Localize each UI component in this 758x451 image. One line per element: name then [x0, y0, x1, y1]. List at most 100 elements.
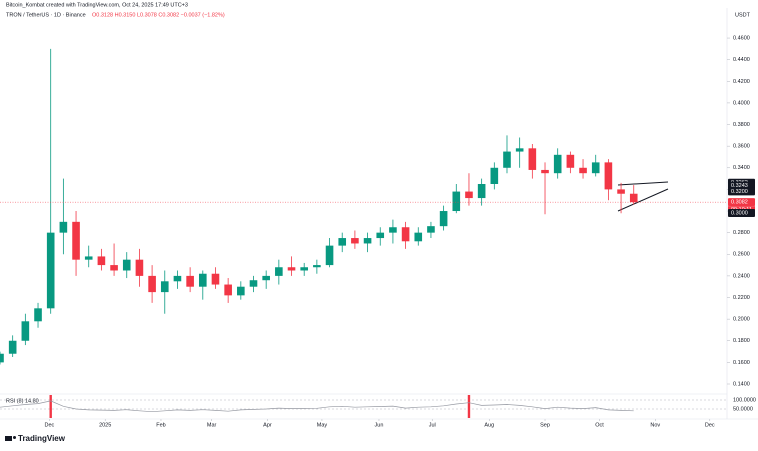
candle-body [490, 167, 499, 184]
candle-body [477, 184, 486, 199]
rsi-tick-label: 50.0000 [733, 406, 753, 412]
y-tick-label: 0.3400 [733, 165, 750, 171]
candle-body [237, 286, 245, 296]
candle-body [401, 227, 410, 242]
logo-icon [5, 436, 12, 441]
x-tick-label: Apr [263, 422, 272, 428]
y-tick-label: 0.4200 [733, 79, 750, 85]
candle-body [211, 273, 220, 285]
candle-body [262, 275, 270, 281]
candle-body [389, 227, 397, 233]
price-badge [728, 209, 755, 218]
candle-body [427, 226, 435, 233]
x-tick-label: May [317, 422, 328, 428]
candle-body [8, 340, 17, 354]
candle-body [338, 238, 347, 246]
price-badge-label: 0.3082 [731, 200, 748, 206]
x-tick-label: Nov [650, 422, 660, 428]
x-tick-label: 2025 [99, 422, 111, 428]
candle-body [617, 189, 625, 194]
trendline-upper [617, 181, 669, 186]
rsi-tick-label: 100.0000 [733, 397, 756, 403]
trendline-lower [617, 188, 669, 212]
candle-body [515, 148, 524, 152]
candle-body [97, 256, 106, 266]
candle-body [376, 232, 385, 239]
y-tick-label: 0.3800 [733, 122, 750, 128]
credit: Bitcoin_Kombat created with TradingView.… [6, 2, 188, 8]
x-tick-label: Aug [484, 422, 494, 428]
y-tick-label: 0.2600 [733, 252, 750, 258]
ohlc-legend: O0.3128 H0.3150 L0.3078 C0.3082 −0.0037 … [92, 12, 225, 18]
candle-body [452, 191, 461, 212]
y-tick-label: 0.2400 [733, 273, 750, 279]
x-tick-label: Dec [45, 422, 55, 428]
candle-body [566, 154, 575, 168]
y-tick-label: 0.2800 [733, 230, 750, 236]
candle-body [135, 259, 144, 276]
currency: USDT [735, 12, 751, 18]
candle-body [528, 148, 537, 170]
candle-body [503, 151, 511, 168]
candle-body [465, 191, 473, 199]
y-tick-label: 0.2000 [733, 317, 750, 323]
candle-body [59, 221, 68, 233]
candle-body [313, 265, 321, 268]
candle-body [148, 275, 156, 293]
candle-body [629, 193, 638, 203]
rsi-signal [49, 395, 52, 418]
candle-body [224, 284, 232, 296]
candle-body [34, 308, 42, 322]
candle-body [325, 245, 334, 266]
logo-text: TradingView [18, 434, 66, 443]
rsi-line [0, 400, 634, 413]
rsi-title: RSI (8) 14.80 [6, 398, 39, 404]
candle-body [363, 238, 372, 244]
x-tick-label: Jun [375, 422, 384, 428]
price-badge [728, 187, 755, 196]
candle-body [186, 275, 194, 287]
candle-body [351, 238, 359, 244]
candle-body [541, 169, 549, 174]
candle-body [287, 267, 296, 271]
x-tick-label: Oct [595, 422, 604, 428]
y-tick-label: 0.2200 [733, 295, 750, 301]
logo-icon [13, 436, 16, 439]
y-tick-label: 0.3600 [733, 144, 750, 150]
x-tick-label: Jul [429, 422, 436, 428]
x-tick-label: Mar [207, 422, 217, 428]
candle-body [553, 154, 562, 174]
x-tick-label: Feb [156, 422, 165, 428]
logo: TradingView [5, 434, 66, 443]
candle-body [439, 211, 448, 227]
y-tick-label: 0.1400 [733, 381, 750, 387]
rsi-signal [467, 395, 471, 418]
y-tick-label: 0.4600 [733, 36, 750, 42]
candle-body [122, 259, 131, 271]
candle-body [414, 232, 423, 242]
candle-body [46, 232, 55, 309]
candle-body [300, 267, 308, 271]
candle-body [110, 265, 118, 271]
x-tick-label: Sep [540, 422, 550, 428]
x-tick-label: Dec [705, 422, 715, 428]
candle-body [173, 275, 182, 282]
y-tick-label: 0.4400 [733, 57, 750, 63]
candle-body [604, 162, 613, 190]
candle-body [21, 321, 30, 341]
price-badge-label: 0.3243 [731, 183, 748, 189]
price-badge-label: 0.3000 [731, 210, 748, 216]
candle-body [249, 280, 258, 287]
candle-body [0, 353, 4, 363]
y-tick-label: 0.1600 [733, 360, 750, 366]
candle-body [579, 167, 587, 174]
y-tick-label: 0.1800 [733, 338, 750, 344]
y-tick-label: 0.4000 [733, 100, 750, 106]
candle-body [275, 267, 283, 276]
candle-body [160, 281, 169, 293]
candle-body [198, 273, 207, 287]
price-badge-label: 0.3200 [731, 189, 748, 195]
